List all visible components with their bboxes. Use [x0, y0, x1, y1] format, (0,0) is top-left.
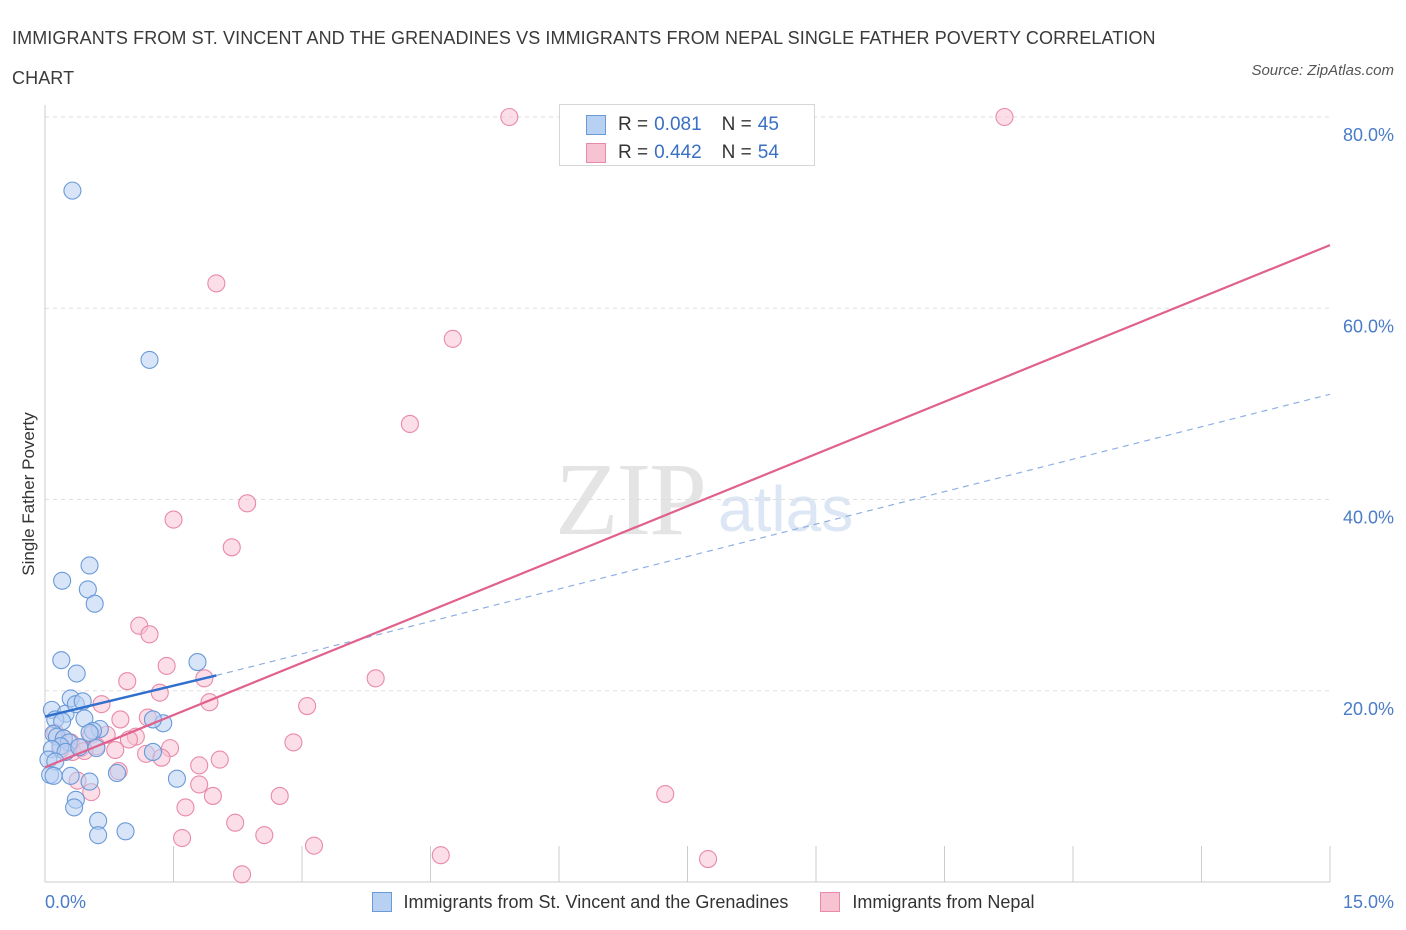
nepal-point-47 [431, 846, 450, 865]
nepal-point-19 [111, 710, 130, 729]
source-label: Source: ZipAtlas.com [1251, 62, 1394, 79]
trend-lines [44, 244, 1331, 769]
nepal-point-5 [238, 494, 257, 513]
nepal-point-43 [226, 813, 245, 832]
nepal-trend-line [44, 244, 1331, 769]
nepal-point-16 [298, 696, 317, 716]
axes [44, 105, 1330, 883]
nepal-point-28 [106, 740, 125, 760]
nepal-point-49 [232, 865, 252, 884]
st-vincent-point-1 [140, 350, 159, 369]
nepal-point-2 [207, 274, 226, 293]
n-value: 45 [757, 114, 779, 135]
nepal-point-42 [656, 784, 675, 804]
nepal-point-46 [304, 836, 324, 855]
nepal-point-34 [190, 756, 209, 775]
x-tick-label-max: 15.0% [1343, 892, 1394, 912]
nepal-point-6 [164, 510, 183, 529]
nepal-point-3 [443, 329, 462, 348]
n-value: 54 [757, 142, 779, 163]
legend-label: Immigrants from Nepal [852, 891, 1035, 912]
stats-row-nepal: R = 0.442 N = 54 [586, 140, 779, 166]
nepal-point-12 [118, 672, 137, 691]
nepal-point-40 [270, 786, 289, 805]
x-tick-labels: 0.0% 15.0% [45, 892, 1394, 912]
st-vincent-point-34 [61, 766, 80, 785]
legend-item-st-vincent[interactable]: Immigrants from St. Vincent and the Gren… [371, 891, 789, 913]
st-vincent-point-0 [63, 181, 82, 200]
legend-swatch-blue [586, 115, 606, 135]
st-vincent-point-33 [44, 766, 63, 785]
nepal-point-33 [210, 750, 229, 769]
st-vincent-point-3 [80, 556, 99, 575]
st-vincent-point-5 [85, 594, 104, 613]
y-tick-label-60: 60.0% [1343, 316, 1394, 336]
nepal-point-0 [500, 107, 519, 127]
legend-swatch-pink [820, 892, 841, 912]
n-label: N = [721, 142, 752, 163]
st-vincent-point-43 [80, 723, 99, 742]
r-value: 0.442 [654, 142, 702, 163]
nepal-point-48 [699, 849, 718, 869]
series-st-vincent-points [39, 181, 207, 845]
st-vincent-point-37 [167, 769, 186, 788]
nepal-point-7 [222, 538, 241, 557]
nepal-point-41 [176, 798, 195, 817]
legend-label: Immigrants from St. Vincent and the Gren… [403, 891, 789, 912]
st-vincent-trend-extension [216, 393, 1331, 677]
series-nepal-points [46, 107, 1014, 884]
nepal-point-1 [995, 107, 1014, 127]
x-tick-marks [173, 846, 1331, 882]
legend-item-nepal[interactable]: Immigrants from Nepal [820, 892, 1034, 913]
r-value: 0.081 [654, 114, 702, 135]
nepal-point-30 [284, 733, 303, 752]
st-vincent-point-27 [143, 742, 162, 762]
stats-row-st-vincent: R = 0.081 N = 45 [586, 112, 779, 138]
nepal-point-4 [400, 414, 419, 434]
st-vincent-point-2 [53, 571, 72, 590]
nepal-point-10 [157, 656, 176, 675]
y-tick-label-40: 40.0% [1343, 508, 1394, 528]
nepal-point-9 [140, 625, 159, 644]
nepal-point-11 [366, 669, 385, 688]
y-axis-label: Single Father Poverty [19, 412, 38, 576]
y-tick-label-20: 20.0% [1343, 699, 1394, 719]
stats-legend: R = 0.081 N = 45 R = 0.442 N = 54 [559, 104, 815, 166]
st-vincent-point-39 [65, 798, 84, 817]
r-label: R = [618, 142, 649, 163]
st-vincent-trend-line [44, 674, 217, 718]
n-label: N = [721, 114, 752, 135]
st-vincent-point-8 [188, 653, 207, 672]
chart-title: IMMIGRANTS FROM ST. VINCENT AND THE GREN… [12, 28, 1156, 88]
y-tick-labels: 20.0% 40.0% 60.0% 80.0% [1343, 125, 1394, 719]
st-vincent-point-6 [52, 651, 71, 670]
st-vincent-point-42 [116, 822, 135, 841]
nepal-point-37 [190, 775, 209, 794]
series-legend: Immigrants from St. Vincent and the Gren… [0, 886, 1406, 918]
legend-swatch-blue [371, 892, 392, 912]
x-tick-label-min: 0.0% [45, 892, 86, 912]
r-label: R = [618, 114, 649, 135]
nepal-point-44 [255, 826, 274, 845]
nepal-point-45 [173, 828, 192, 848]
st-vincent-point-35 [80, 772, 99, 791]
nepal-point-39 [203, 786, 222, 805]
st-vincent-point-41 [89, 826, 108, 845]
gridlines [45, 116, 1330, 692]
y-tick-label-80: 80.0% [1343, 125, 1394, 145]
st-vincent-point-7 [67, 664, 86, 683]
st-vincent-point-36 [107, 763, 127, 783]
legend-swatch-pink [586, 143, 606, 163]
